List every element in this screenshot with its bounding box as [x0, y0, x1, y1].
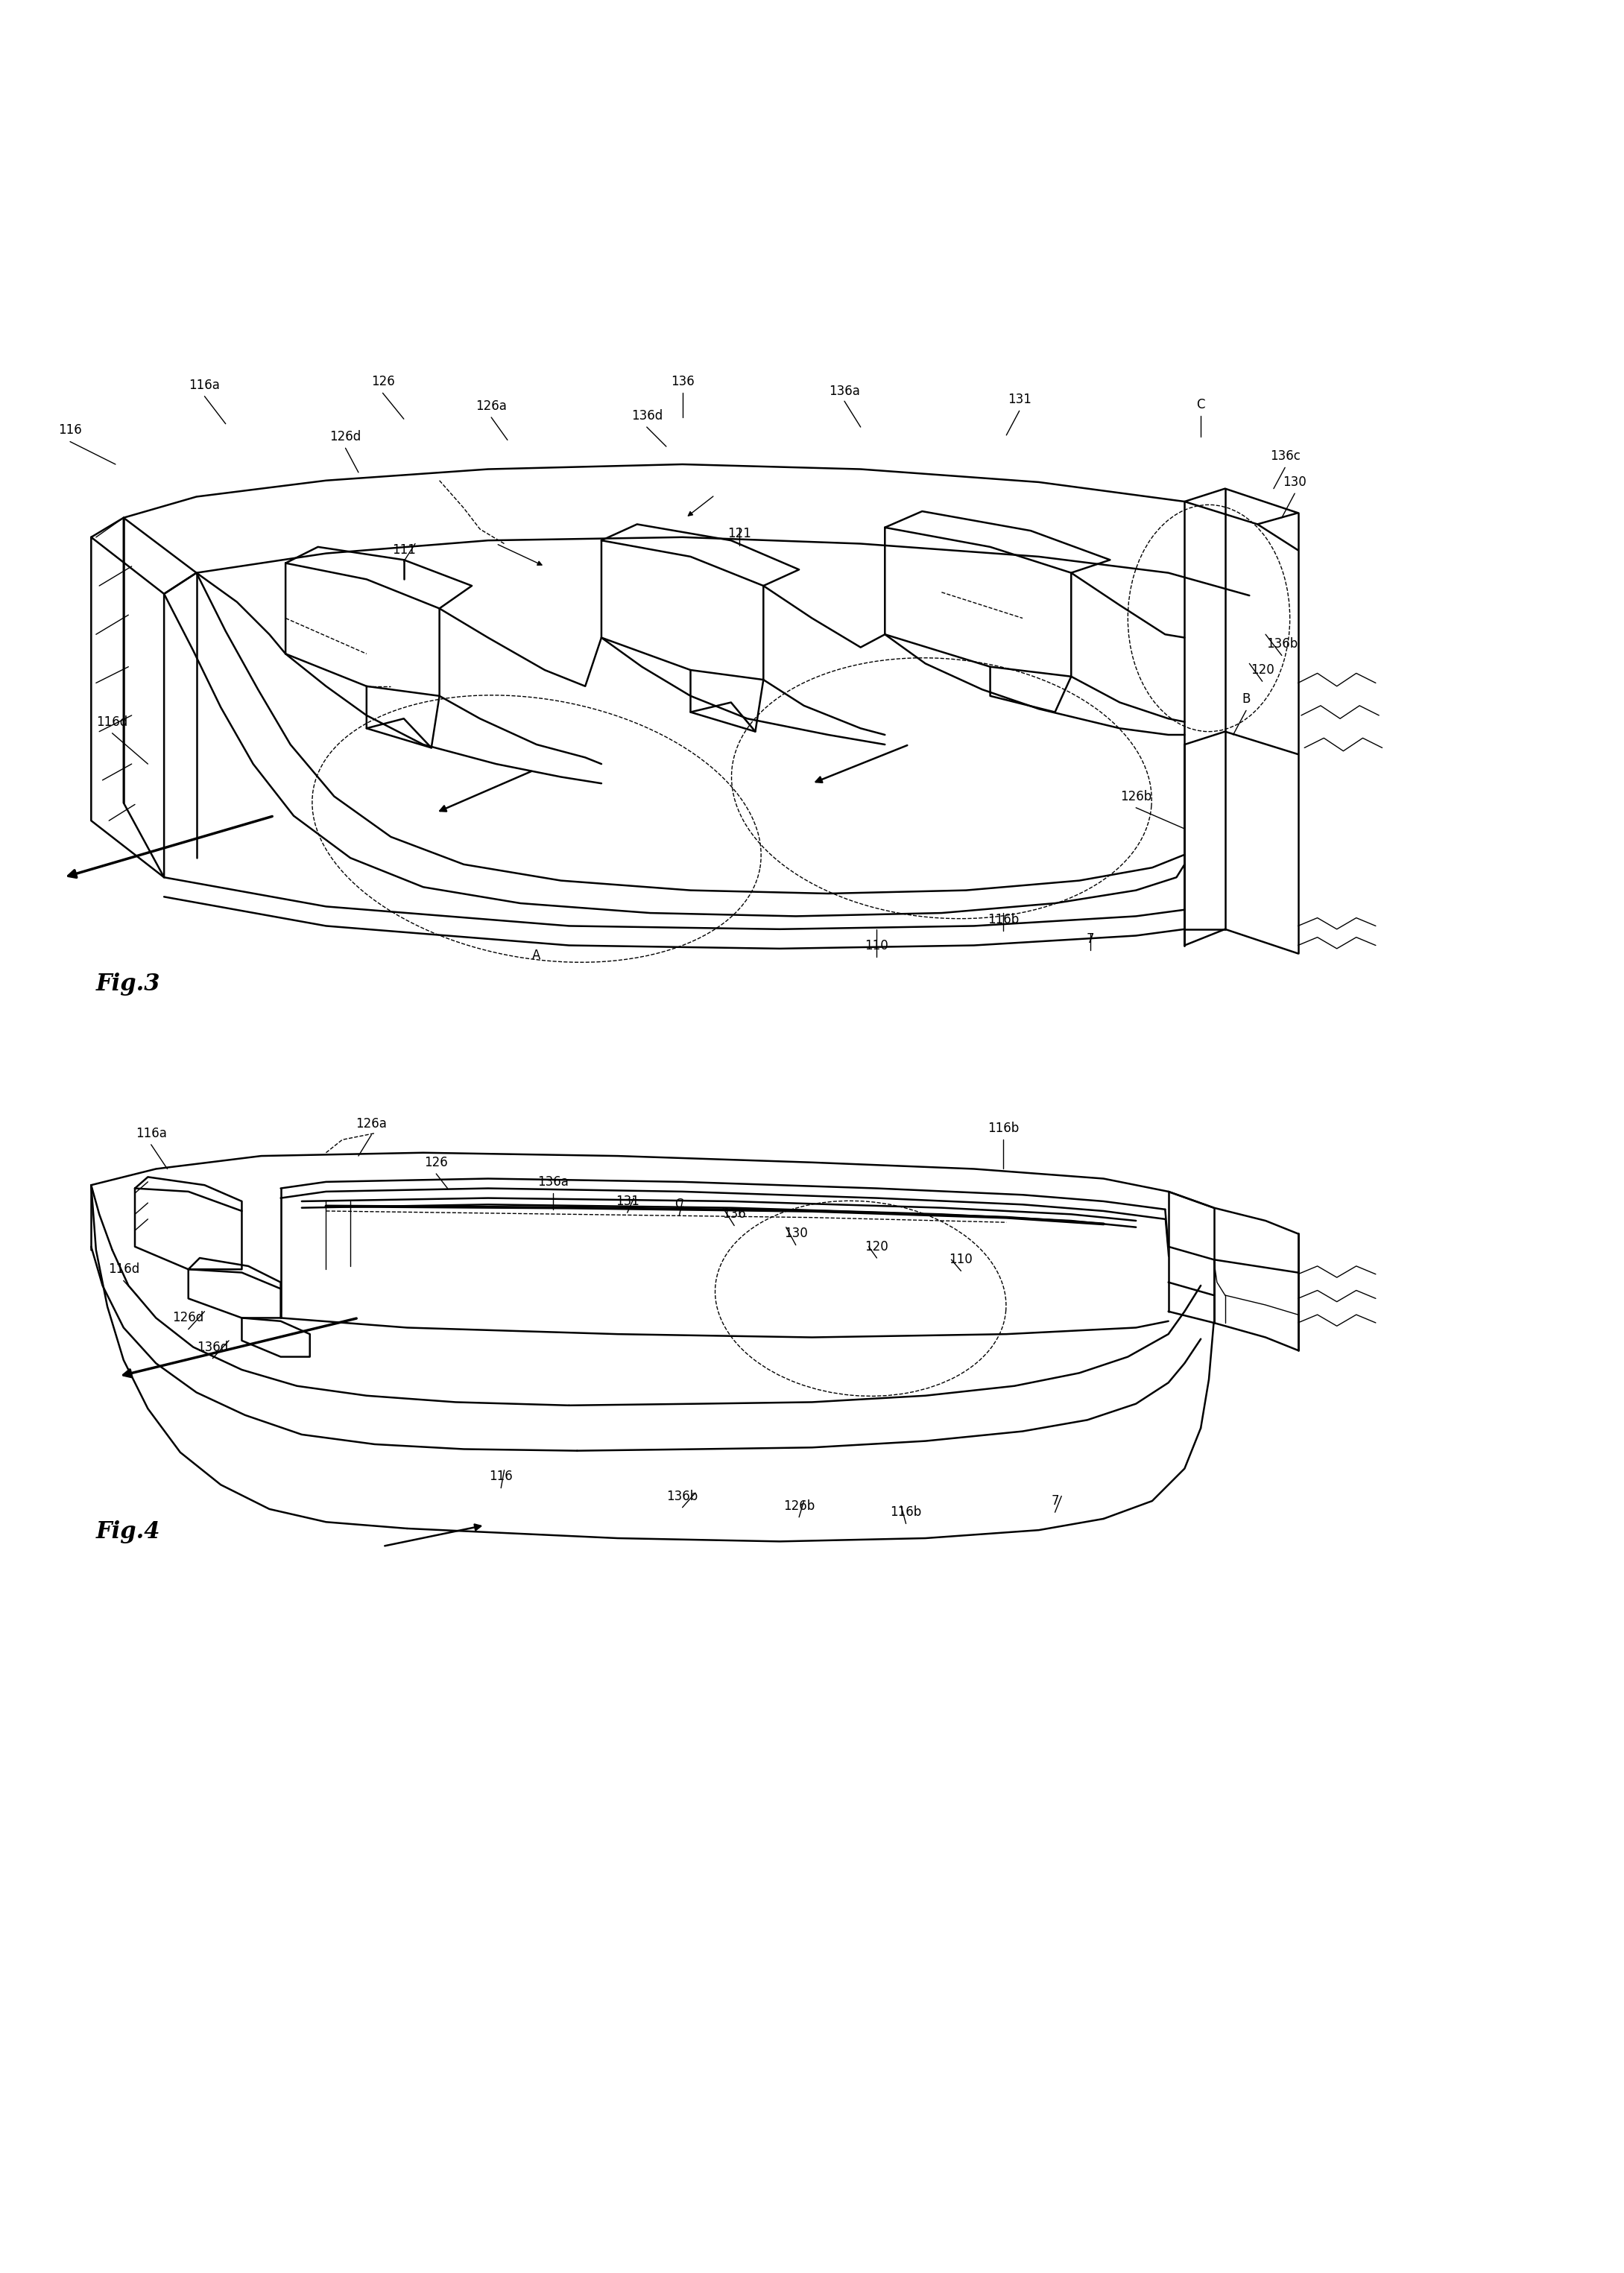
- Text: 136a: 136a: [828, 384, 861, 398]
- Text: 136b: 136b: [667, 1489, 698, 1502]
- Text: 136c: 136c: [1270, 450, 1301, 464]
- Text: 136: 136: [671, 375, 693, 389]
- Text: 130: 130: [784, 1227, 807, 1241]
- Text: 116d: 116d: [96, 716, 128, 730]
- Text: 136d: 136d: [632, 409, 663, 423]
- Text: 126a: 126a: [476, 400, 507, 414]
- Text: 126: 126: [370, 375, 395, 389]
- Text: 130: 130: [1283, 475, 1307, 489]
- Text: 111: 111: [391, 543, 416, 557]
- Text: 7: 7: [1051, 1493, 1059, 1507]
- Text: Fig.4: Fig.4: [96, 1521, 161, 1543]
- Text: 116b: 116b: [890, 1505, 922, 1518]
- Text: 110: 110: [948, 1252, 973, 1266]
- Text: 126: 126: [424, 1155, 448, 1168]
- Text: C: C: [676, 1198, 684, 1212]
- Text: 136a: 136a: [538, 1175, 568, 1189]
- Text: 136: 136: [723, 1207, 745, 1221]
- Text: 116d: 116d: [107, 1262, 140, 1275]
- Text: 116b: 116b: [987, 914, 1018, 925]
- Text: 136b: 136b: [1267, 636, 1298, 650]
- Text: 116a: 116a: [135, 1127, 167, 1141]
- Text: 116b: 116b: [987, 1121, 1018, 1134]
- Text: C: C: [1197, 398, 1205, 411]
- Text: 120: 120: [1250, 664, 1275, 677]
- Text: 131: 131: [1007, 393, 1031, 407]
- Text: 126d: 126d: [330, 430, 361, 443]
- Text: A: A: [533, 948, 541, 961]
- Text: 136d: 136d: [197, 1341, 229, 1355]
- Text: B: B: [1242, 693, 1250, 707]
- Text: 120: 120: [866, 1241, 888, 1252]
- Text: 131: 131: [615, 1196, 640, 1207]
- Text: 116: 116: [489, 1471, 513, 1484]
- Text: 7: 7: [1086, 932, 1095, 946]
- Text: Fig.3: Fig.3: [96, 973, 161, 996]
- Text: 126b: 126b: [1121, 789, 1151, 802]
- Text: 116: 116: [58, 423, 81, 436]
- Text: 116a: 116a: [188, 377, 221, 391]
- Text: 126a: 126a: [356, 1116, 387, 1130]
- Text: 110: 110: [866, 939, 888, 952]
- Text: 126b: 126b: [783, 1500, 815, 1512]
- Text: 126d: 126d: [172, 1312, 205, 1325]
- Text: 121: 121: [728, 527, 750, 541]
